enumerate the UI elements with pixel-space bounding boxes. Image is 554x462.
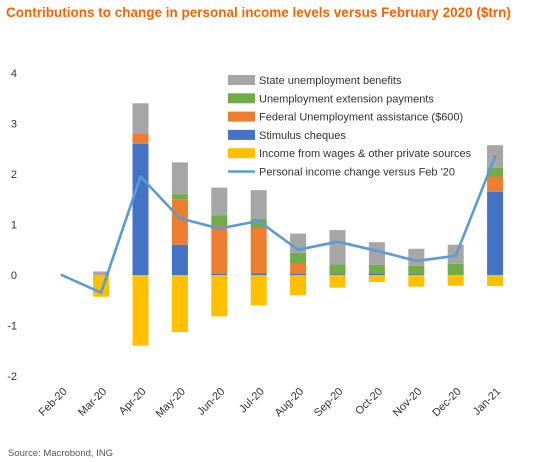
- legend-swatch-federal: [228, 111, 255, 122]
- y-tick-label: 3: [11, 119, 17, 131]
- income-line: [60, 155, 497, 295]
- legend-swatch-state: [228, 75, 255, 85]
- bar-stimulus: [250, 273, 267, 275]
- legend-swatch-stimulus: [228, 129, 255, 140]
- legend-swatch-wages: [228, 148, 255, 159]
- bar-federal: [487, 176, 504, 192]
- bar-extension: [368, 264, 385, 274]
- bar-extension: [408, 265, 425, 275]
- bars: [93, 103, 504, 346]
- bar-wages: [487, 275, 504, 287]
- x-tick-label: Aug-20: [273, 386, 307, 420]
- x-tick-label: Feb-20: [37, 386, 70, 419]
- bar-wages: [211, 275, 228, 317]
- y-tick-label: -2: [7, 371, 17, 383]
- bar-state: [171, 162, 188, 195]
- legend: State unemployment benefits Unemployment …: [228, 75, 472, 179]
- bar-extension: [211, 215, 228, 226]
- bar-wages: [368, 275, 385, 283]
- legend-label: Personal income change versus Feb '20: [259, 167, 455, 179]
- x-tick-label: Nov-20: [391, 386, 425, 420]
- legend-label: Income from wages & other private source…: [259, 148, 472, 160]
- legend-swatch-extension: [228, 93, 255, 104]
- legend-label: State unemployment benefits: [259, 75, 402, 87]
- legend-label: Federal Unemployment assistance ($600): [259, 112, 463, 124]
- bar-extension: [447, 263, 464, 275]
- bar-federal: [132, 133, 149, 144]
- legend-label: Unemployment extension payments: [259, 93, 434, 105]
- x-tick-label: Jun-20: [195, 386, 227, 418]
- bar-state: [132, 103, 149, 134]
- x-tick-label: Dec-20: [430, 386, 464, 420]
- bar-stimulus: [171, 244, 188, 275]
- x-tick-label: Apr-20: [117, 386, 149, 418]
- bar-state: [368, 242, 385, 265]
- y-tick-label: 2: [11, 169, 17, 181]
- bar-stimulus: [408, 274, 425, 275]
- bar-stimulus: [290, 273, 307, 275]
- bar-extension: [329, 264, 346, 275]
- bar-stimulus: [132, 143, 149, 275]
- y-tick-label: -1: [7, 321, 17, 333]
- bar-extension: [171, 194, 188, 200]
- bar-stimulus: [211, 273, 228, 275]
- chart-title: Contributions to change in personal inco…: [6, 5, 511, 20]
- bar-state: [408, 248, 425, 266]
- x-axis: Feb-20 Mar-20 Apr-20 May-20 Jun-20 Jul-20 Aug-…: [37, 386, 504, 420]
- bar-state: [93, 271, 110, 275]
- bar-stimulus: [368, 273, 385, 275]
- income-line-path: [60, 155, 497, 295]
- bar-stimulus: [329, 274, 346, 275]
- bar-federal: [290, 263, 307, 274]
- bar-stimulus: [487, 191, 504, 275]
- y-tick-label: 0: [11, 270, 17, 282]
- bar-state: [250, 190, 267, 219]
- x-tick-label: May-20: [154, 386, 188, 420]
- bar-extension: [487, 167, 504, 177]
- bar-wages: [290, 275, 307, 296]
- x-tick-label: Jan-21: [471, 386, 503, 418]
- bar-federal: [250, 228, 267, 274]
- bar-federal: [171, 199, 188, 245]
- source-note: Source: Macrobond, ING: [8, 448, 114, 459]
- bar-state: [329, 230, 346, 265]
- x-tick-label: Sep-20: [312, 386, 346, 420]
- y-axis: -2 -1 0 1 2 3 4: [7, 68, 17, 383]
- legend-label: Stimulus cheques: [259, 130, 346, 142]
- x-tick-label: Jul-20: [237, 386, 267, 416]
- bar-wages: [329, 275, 346, 288]
- bar-state: [211, 187, 228, 216]
- bar-wages: [447, 275, 464, 286]
- bar-wages: [171, 275, 188, 333]
- x-tick-label: Mar-20: [76, 386, 109, 419]
- y-tick-label: 4: [11, 68, 17, 80]
- x-tick-label: Oct-20: [353, 386, 385, 418]
- bar-extension: [250, 218, 267, 229]
- bar-wages: [132, 275, 149, 346]
- bar-wages: [408, 275, 425, 287]
- bar-federal: [211, 225, 228, 274]
- bar-wages: [250, 275, 267, 306]
- y-tick-label: 1: [11, 220, 17, 232]
- bar-extension: [290, 252, 307, 264]
